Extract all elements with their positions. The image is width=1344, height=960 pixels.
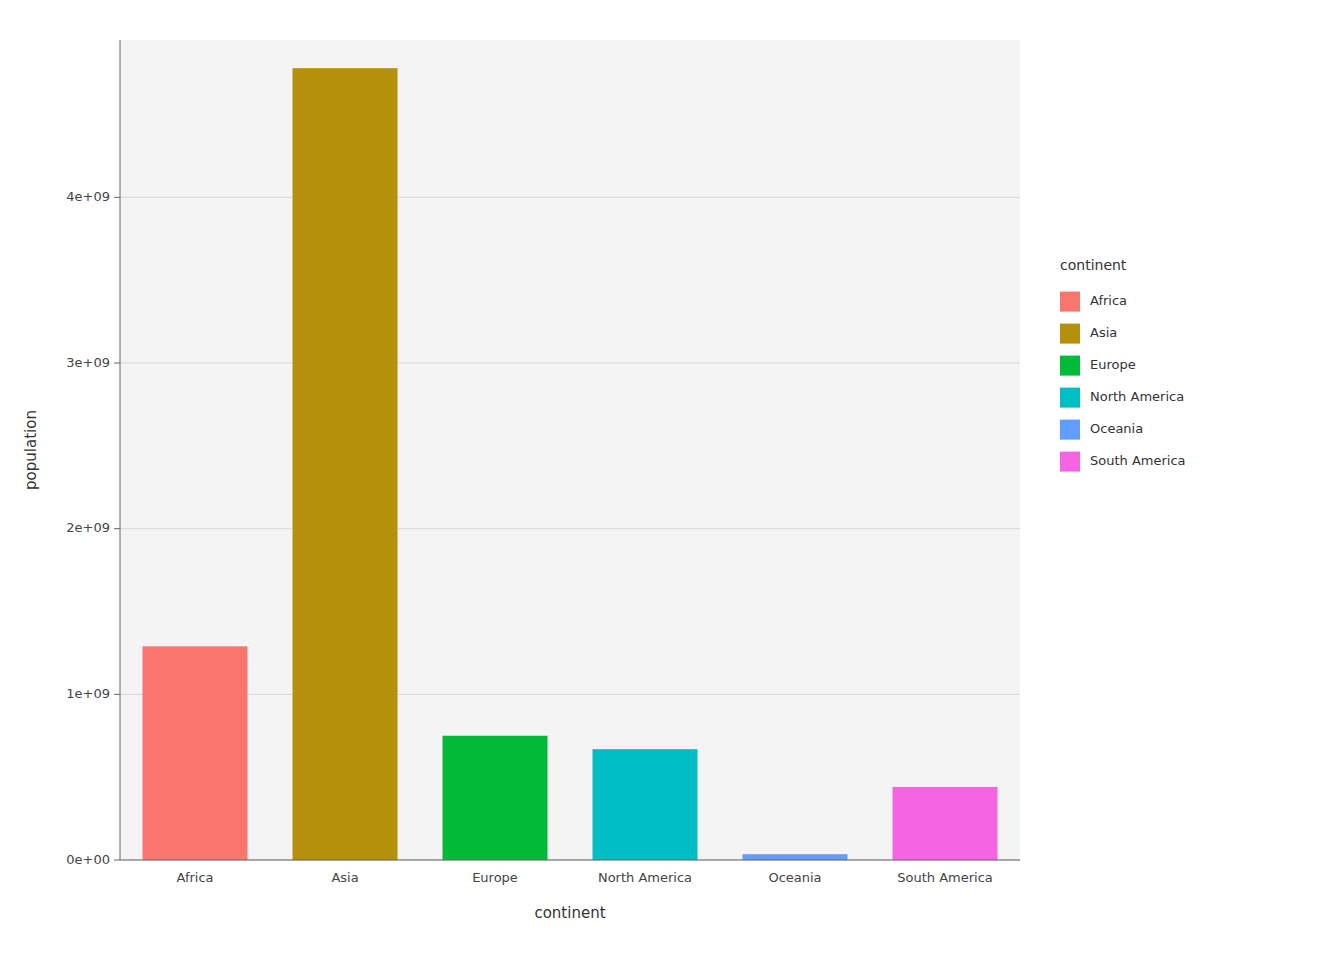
grid-line: [120, 860, 1020, 861]
legend-title: continent: [1060, 257, 1127, 273]
grid-line: [120, 694, 1020, 695]
legend-label: North America: [1090, 389, 1184, 404]
y-axis-ticks: 0e+00 1e+09 2e+09 3e+09 4e+09: [66, 189, 120, 867]
chart: 0e+00 1e+09 2e+09 3e+09 4e+09 Africa Asia Europ…: [0, 0, 1344, 960]
y-tick: [114, 694, 120, 695]
y-grid: [120, 197, 1020, 860]
legend-label: Oceania: [1090, 421, 1143, 436]
chart-container: 0e+00 1e+09 2e+09 3e+09 4e+09 Africa Asia Europ…: [0, 0, 1344, 960]
legend-label: Europe: [1090, 357, 1136, 372]
x-tick-label: Asia: [331, 870, 358, 885]
x-axis-ticks: Africa Asia Europe North America Oceania Sout…: [176, 870, 992, 885]
bar: [293, 68, 398, 860]
grid-line: [120, 197, 1020, 198]
y-tick-label: 1e+09: [66, 686, 110, 701]
bar: [143, 646, 248, 860]
y-tick-label: 4e+09: [66, 189, 110, 204]
y-tick: [114, 860, 120, 861]
legend-swatch: [1060, 356, 1080, 376]
bar: [893, 787, 998, 860]
y-tick-label: 2e+09: [66, 520, 110, 535]
x-tick-label: Europe: [472, 870, 518, 885]
x-tick-label: North America: [598, 870, 692, 885]
x-axis-line: [120, 860, 1020, 861]
y-tick-label: 0e+00: [66, 852, 110, 867]
x-tick-label: Africa: [176, 870, 213, 885]
legend-swatch: [1060, 452, 1080, 472]
y-tick: [114, 363, 120, 364]
legend-swatch: [1060, 388, 1080, 408]
x-axis-label: continent: [534, 904, 605, 922]
y-axis-line: [120, 40, 121, 860]
bar: [743, 854, 848, 860]
legend: continent Africa Asia Europe North America Oc…: [1060, 257, 1186, 472]
x-tick-label: Oceania: [768, 870, 821, 885]
grid-line: [120, 363, 1020, 364]
legend-swatch: [1060, 324, 1080, 344]
bar: [443, 736, 548, 860]
legend-swatch: [1060, 420, 1080, 440]
x-tick-label: South America: [897, 870, 993, 885]
bars: [143, 68, 998, 860]
legend-label: Africa: [1090, 293, 1127, 308]
legend-label: South America: [1090, 453, 1186, 468]
y-tick: [114, 528, 120, 529]
y-tick-label: 3e+09: [66, 355, 110, 370]
legend-swatch: [1060, 292, 1080, 312]
plot-background: [120, 40, 1020, 860]
bar: [593, 749, 698, 860]
y-axis-label: population: [22, 410, 40, 490]
y-tick: [114, 197, 120, 198]
legend-label: Asia: [1090, 325, 1117, 340]
grid-line: [120, 528, 1020, 529]
